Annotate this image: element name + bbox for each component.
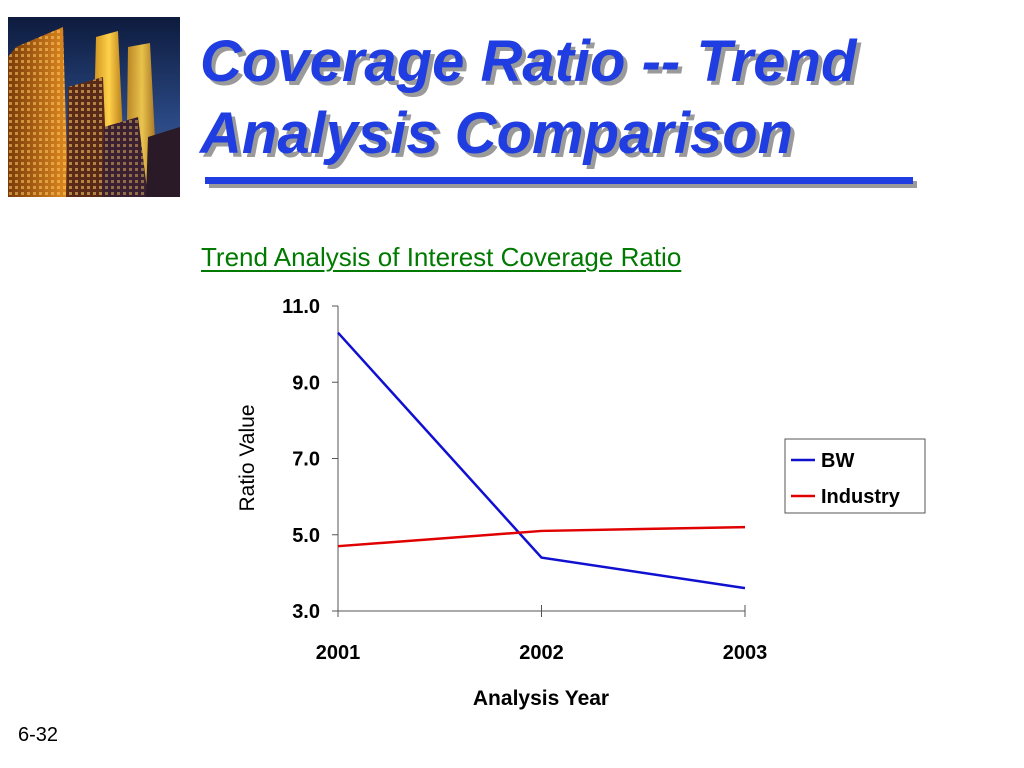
y-tick-label: 5.0 xyxy=(292,525,320,547)
legend-label-bw: BW xyxy=(821,450,854,472)
y-tick-label: 7.0 xyxy=(292,449,320,471)
y-axis-label: Ratio Value xyxy=(236,404,259,511)
chart-title: Trend Analysis of Interest Coverage Rati… xyxy=(201,242,682,272)
chart-series xyxy=(337,331,746,590)
slide-number: 6-32 xyxy=(18,724,59,746)
title-underline-rule xyxy=(205,177,913,184)
slide-title-line-1: Coverage Ratio -- Trend xyxy=(200,29,857,94)
y-tick-label: 11.0 xyxy=(282,296,320,318)
slide-title-line-2: Analysis Comparison xyxy=(200,101,794,166)
series-line-bw xyxy=(337,331,746,590)
legend-label-industry: Industry xyxy=(821,486,901,508)
slide-title: Coverage Ratio -- Trend Analysis Compari… xyxy=(200,26,960,170)
x-tick-label: 2003 xyxy=(723,642,768,664)
x-tick-label: 2002 xyxy=(519,642,564,664)
chart-axes: 3.0 5.0 7.0 9.0 11.0 2001 2002 2003 xyxy=(282,296,767,664)
y-tick-label: 9.0 xyxy=(292,372,320,394)
y-tick-label: 3.0 xyxy=(292,601,320,623)
x-tick-label: 2001 xyxy=(316,642,361,664)
city-skyscrapers-photo xyxy=(8,17,180,197)
chart-legend: BW Industry xyxy=(784,438,926,514)
x-axis-label: Analysis Year xyxy=(473,687,609,710)
legend-box xyxy=(784,438,926,514)
series-line-industry xyxy=(337,525,746,548)
